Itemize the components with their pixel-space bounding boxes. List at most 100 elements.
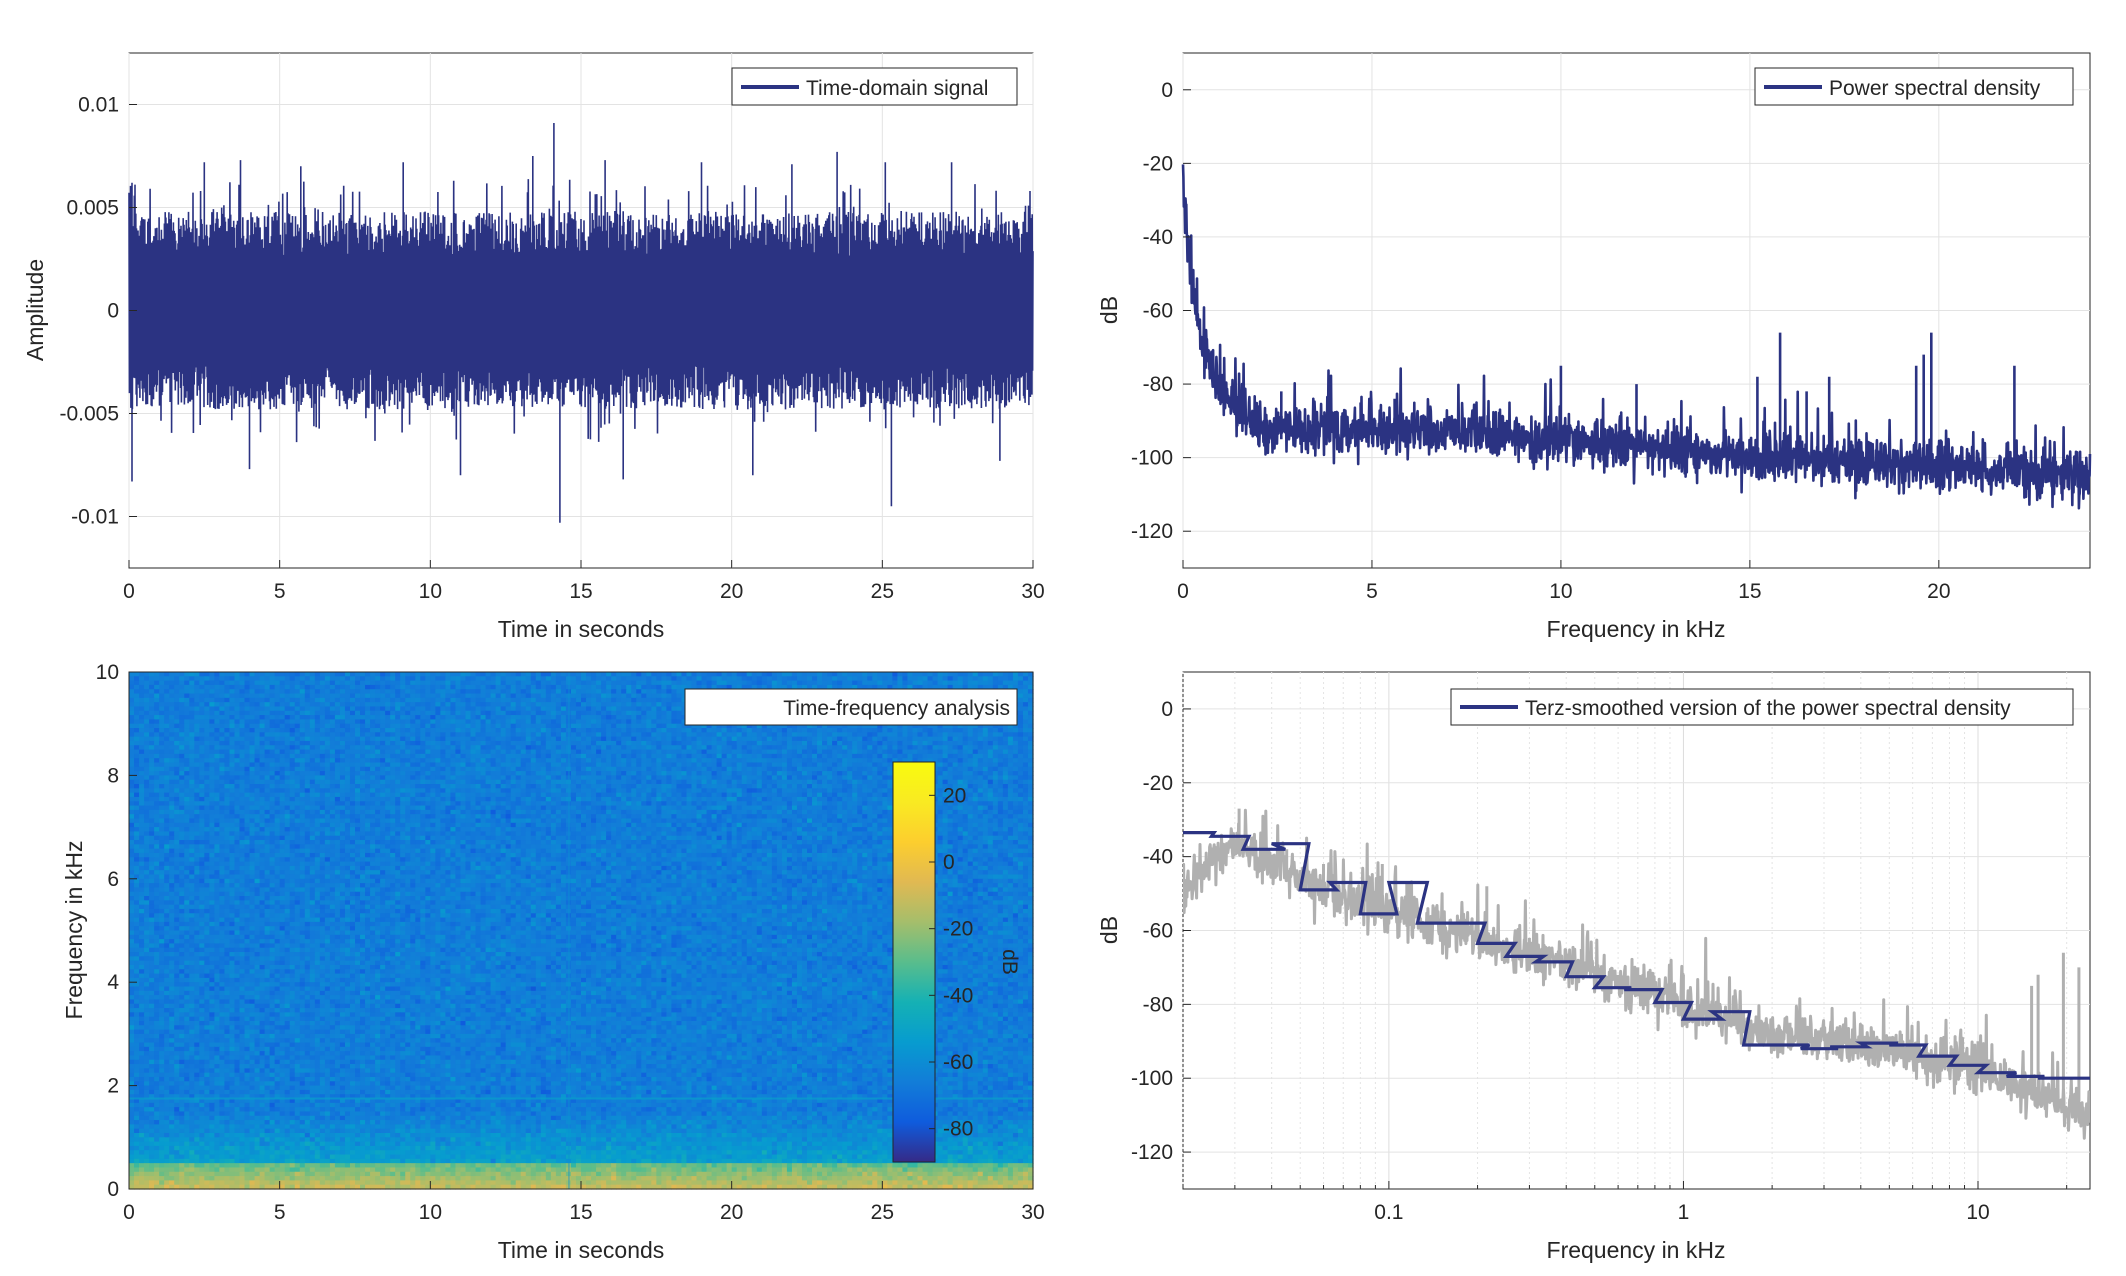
- spectrogram-cell: [365, 784, 371, 789]
- spectrogram-cell: [349, 684, 356, 690]
- spectrogram-cell: [530, 689, 537, 695]
- spectrogram-cell: [510, 680, 517, 686]
- spectrogram-cell: [746, 771, 753, 776]
- spectrogram-cell: [947, 676, 954, 682]
- spectrogram-cell: [129, 706, 135, 712]
- spectrogram-cell: [842, 680, 848, 686]
- spectrogram-cell: [500, 771, 507, 776]
- spectrogram-cell: [319, 788, 326, 794]
- spectrogram-cell: [952, 728, 959, 733]
- spectrogram-cell: [390, 771, 396, 776]
- spectrogram-cell: [651, 753, 657, 759]
- spectrogram-cell: [505, 771, 512, 776]
- spectrogram-cell: [591, 723, 597, 729]
- spectrogram-cell: [706, 676, 713, 682]
- spectrogram-cell: [425, 719, 431, 725]
- spectrogram-cell: [827, 749, 833, 755]
- spectrogram-cell: [329, 684, 336, 690]
- spectrogram-cell: [475, 689, 482, 695]
- spectrogram-cell: [636, 771, 642, 776]
- spectrogram-cell: [294, 693, 301, 699]
- spectrogram-cell: [606, 672, 612, 677]
- spectrogram-cell: [144, 719, 150, 725]
- spectrogram-cell: [460, 762, 467, 768]
- spectrogram-cell: [309, 710, 316, 716]
- spectrogram-cell: [586, 771, 592, 776]
- spectrogram-cell: [867, 736, 873, 742]
- spectrogram-cell: [570, 753, 577, 759]
- spectrogram-cell: [952, 723, 959, 729]
- spectrogram-cell: [681, 728, 688, 733]
- spectrogram-cell: [545, 689, 552, 695]
- spectrogram-cell: [761, 732, 768, 738]
- spectrogram-cell: [997, 723, 1004, 729]
- spectrogram-cell: [269, 715, 276, 720]
- spectrogram-cell: [264, 710, 271, 716]
- spectrogram-cell: [545, 672, 552, 677]
- spectrogram-cell: [781, 762, 788, 768]
- spectrogram-cell: [842, 723, 848, 729]
- spectrogram-cell: [601, 723, 607, 729]
- spectrogram-cell: [254, 784, 261, 789]
- spectrogram-cell: [420, 753, 426, 759]
- spectrogram-cell: [977, 736, 984, 742]
- spectrogram-cell: [264, 715, 271, 720]
- spectrogram-cell: [380, 715, 386, 720]
- spectrogram-cell: [902, 680, 909, 686]
- spectrogram-cell: [234, 788, 241, 794]
- spectrogram-cell: [1022, 680, 1029, 686]
- spectrogram-cell: [636, 779, 642, 785]
- spectrogram-cell: [480, 693, 487, 699]
- spectrogram-cell: [801, 775, 808, 781]
- spectrogram-cell: [786, 680, 793, 686]
- spectrogram-cell: [445, 771, 452, 776]
- spectrogram-cell: [329, 745, 336, 751]
- spectrogram-cell: [606, 736, 612, 742]
- spectrogram-cell: [791, 728, 798, 733]
- spectrogram-cell: [736, 784, 743, 789]
- spectrogram-cell: [349, 762, 356, 768]
- spectrogram-cell: [525, 784, 532, 789]
- spectrogram-cell: [415, 775, 421, 781]
- spectrogram-cell: [309, 732, 316, 738]
- spectrogram-cell: [385, 710, 391, 716]
- spectrogram-cell: [254, 758, 261, 764]
- spectrogram-cell: [430, 676, 436, 682]
- spectrogram-cell: [465, 749, 472, 755]
- spectrogram-cell: [776, 732, 783, 738]
- spectrogram-cell: [465, 779, 472, 785]
- spectrogram-cell: [626, 749, 632, 755]
- spectrogram-cell: [420, 749, 426, 755]
- spectrogram-cell: [636, 710, 642, 716]
- spectrogram-cell: [982, 745, 989, 751]
- spectrogram-cell: [575, 723, 582, 729]
- spectrogram-cell: [460, 779, 467, 785]
- spectrogram-cell: [867, 775, 873, 781]
- spectrogram-cell: [812, 749, 818, 755]
- spectrogram-cell: [510, 706, 517, 712]
- spectrogram-cell: [380, 784, 386, 789]
- spectrogram-cell: [616, 684, 622, 690]
- spectrogram-cell: [621, 740, 627, 746]
- spectrogram-cell: [616, 680, 622, 686]
- spectrogram-cell: [862, 676, 868, 682]
- spectrogram-cell: [696, 762, 703, 768]
- spectrogram-cell: [666, 736, 672, 742]
- spectrogram-cell: [937, 723, 944, 729]
- spectrogram-cell: [897, 672, 904, 677]
- spectrogram-cell: [279, 706, 286, 712]
- spectrogram-cell: [324, 771, 331, 776]
- spectrogram-cell: [741, 779, 748, 785]
- spectrogram-cell: [249, 689, 256, 695]
- spectrogram-cell: [601, 771, 607, 776]
- spectrogram-cell: [555, 753, 562, 759]
- spectrogram-cell: [606, 771, 612, 776]
- spectrogram-cell: [279, 693, 286, 699]
- spectrogram-cell: [967, 762, 974, 768]
- spectrogram-cell: [405, 719, 411, 725]
- spectrogram-cell: [575, 693, 582, 699]
- spectrogram-cell: [204, 689, 210, 695]
- spectrogram-cell: [154, 680, 160, 686]
- spectrogram-cell: [174, 745, 180, 751]
- spectrogram-cell: [671, 784, 678, 789]
